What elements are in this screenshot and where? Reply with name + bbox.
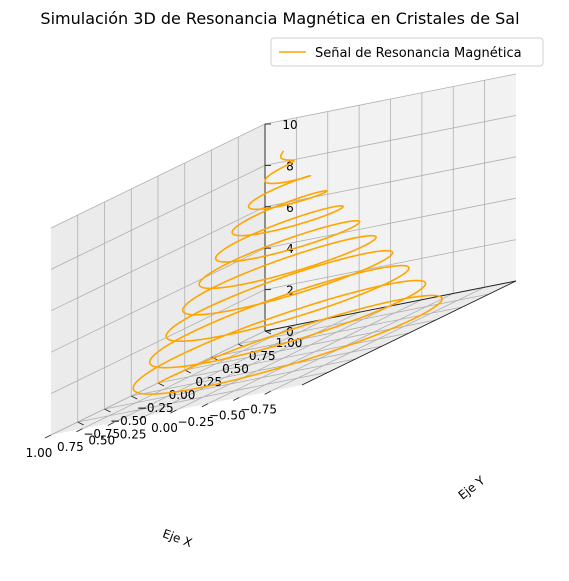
grid-line-z-side <box>50 247 266 353</box>
y-tick-mark <box>104 408 111 413</box>
x-tick-label: −0.50 <box>209 409 246 423</box>
z-tick-label: 2 <box>286 284 294 298</box>
x-tick-mark <box>138 415 146 420</box>
grid-line-y-floor <box>238 293 490 345</box>
x-tick-mark <box>76 428 83 433</box>
chart-title: Simulación 3D de Resonancia Magnética en… <box>40 9 519 28</box>
x-axis-label: Eje X <box>161 526 194 550</box>
legend-label: Señal de Resonancia Magnética <box>315 46 522 61</box>
legend: Señal de Resonancia Magnética <box>270 37 544 67</box>
y-tick-label: 0.50 <box>222 362 249 376</box>
z-tick-label: 10 <box>282 118 297 132</box>
x-tick-mark <box>233 397 240 401</box>
grid-line-y-floor <box>77 371 329 423</box>
grid-line-z-back <box>264 197 517 249</box>
grid-line-z-side <box>50 289 266 394</box>
grid-line-z-back <box>264 239 517 290</box>
x-tick-mark <box>107 422 114 426</box>
x-axis-line <box>301 280 517 386</box>
x-tick-label: 0.50 <box>88 434 115 448</box>
x-tick-mark <box>264 390 271 395</box>
x-tick-mark <box>44 434 52 439</box>
series-line-resonancia <box>132 150 443 395</box>
grid-line-y-floor <box>157 332 410 384</box>
y-tick-label: 0.75 <box>249 349 276 363</box>
grid-line-z-side <box>50 165 266 270</box>
y-tick-label: −0.25 <box>137 401 174 415</box>
y-tick-mark <box>131 395 138 400</box>
x-tick-mark <box>170 409 177 414</box>
legend-box <box>270 37 544 67</box>
y-tick-label: −0.75 <box>83 427 120 441</box>
z-tick-label: 6 <box>286 201 294 215</box>
x-tick-label: 1.00 <box>26 446 53 460</box>
grid-line-z-back <box>264 73 517 125</box>
y-tick-label: 0.25 <box>195 375 222 389</box>
x-tick-label: 0.25 <box>120 427 147 441</box>
y-tick-mark <box>157 382 165 387</box>
grid-line-y-floor <box>104 358 356 410</box>
grid-line-y-floor <box>131 345 383 397</box>
grid-lines <box>50 73 517 436</box>
tick-labels: −0.75−0.50−0.250.000.250.500.751.00−0.75… <box>26 118 303 460</box>
grid-line-z-side <box>50 123 266 229</box>
x-tick-label: −0.75 <box>240 402 277 416</box>
z-tick-label: 0 <box>286 325 294 339</box>
grid-line-z-side <box>50 206 266 312</box>
x-tick-mark <box>201 403 209 408</box>
y-tick-label: −0.50 <box>110 414 147 428</box>
x-tick-label: 0.00 <box>151 421 178 435</box>
y-axis-label: Eje Y <box>456 473 488 503</box>
x-tick-label: 0.75 <box>57 440 84 454</box>
y-tick-mark <box>264 330 272 335</box>
x-tick-label: −0.25 <box>177 415 214 429</box>
y-tick-mark <box>211 356 218 361</box>
z-tick-label: 8 <box>286 159 294 173</box>
grid-line-z-back <box>264 115 517 166</box>
y-tick-mark <box>77 421 84 426</box>
